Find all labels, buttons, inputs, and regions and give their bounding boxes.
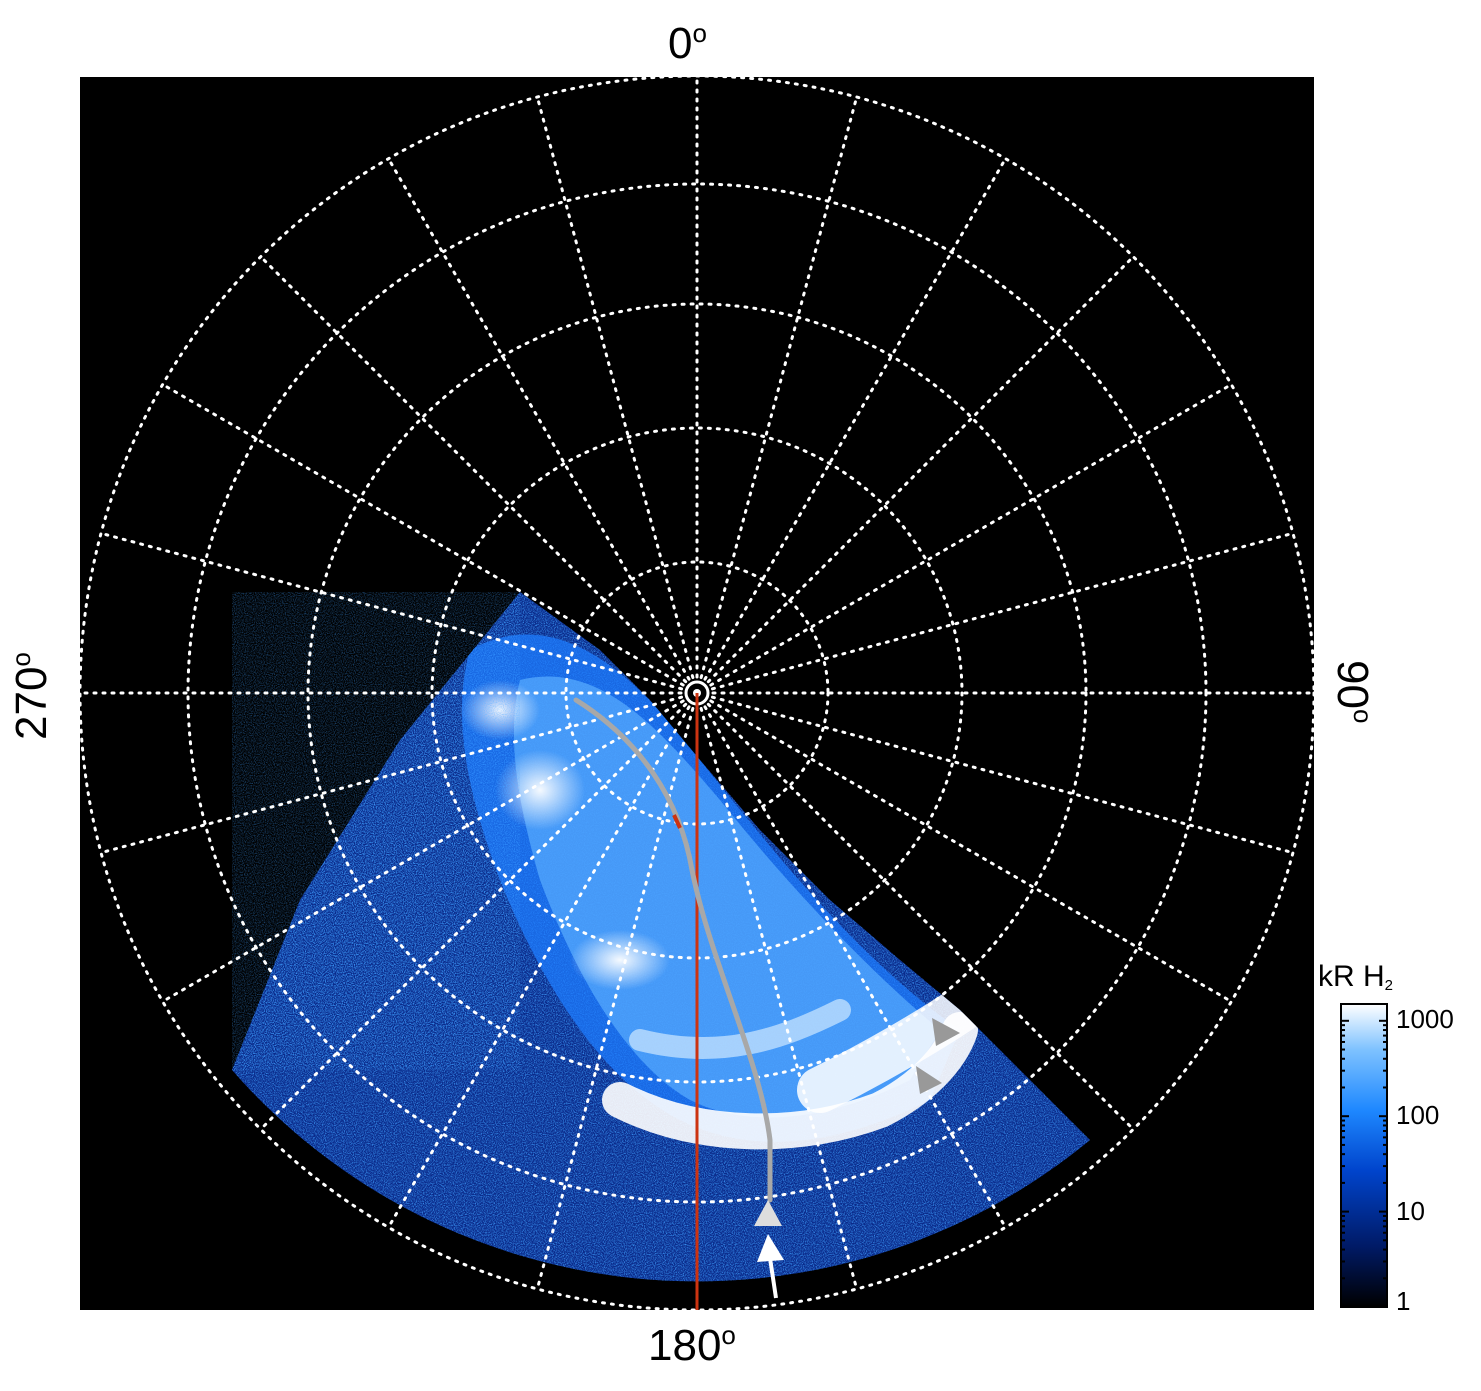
grid-spoke xyxy=(706,255,1135,684)
grid-spoke xyxy=(161,699,685,1003)
colorbar-title: kR H2 xyxy=(1318,960,1394,994)
grid-spoke xyxy=(710,695,1295,855)
footprint-track xyxy=(573,697,773,1203)
axis-label-180: 180o xyxy=(648,1320,736,1370)
grid-spoke xyxy=(99,531,684,691)
grid-spoke xyxy=(706,702,1135,1131)
grid-spoke xyxy=(387,705,691,1229)
grid-spoke xyxy=(709,699,1233,1003)
arrow-white xyxy=(757,1234,784,1299)
track-red-segment xyxy=(672,814,682,829)
axis-label-0: 0o xyxy=(668,18,707,68)
axis-label-90: 90o xyxy=(1328,660,1378,724)
grid-spoke xyxy=(259,702,688,1131)
grid-spoke xyxy=(703,705,1007,1229)
colorbar-tick-label: 10 xyxy=(1396,1196,1425,1226)
colorbar-tick-label: 1000 xyxy=(1396,1004,1454,1034)
colorbar-tick-label: 100 xyxy=(1396,1100,1440,1130)
grid-spoke xyxy=(699,95,859,680)
axis-label-270: 270o xyxy=(6,652,56,740)
grid-spoke xyxy=(99,695,684,855)
colorbar-gradient xyxy=(1340,1003,1388,1308)
colorbar-tick-marks xyxy=(1341,1019,1387,1308)
grid-spokes xyxy=(80,77,1314,1310)
grid-spoke xyxy=(710,531,1295,691)
grid-spoke xyxy=(161,383,685,687)
grid-spoke xyxy=(535,706,695,1291)
grid-ring xyxy=(186,182,1208,1204)
grid-spoke xyxy=(703,157,1007,681)
direction-arrows xyxy=(754,1018,960,1299)
grid-spoke xyxy=(709,383,1233,687)
grid-spoke xyxy=(535,95,695,680)
arrow-light xyxy=(754,1200,782,1226)
colorbar-tick-label: 1 xyxy=(1396,1286,1411,1316)
grid-spoke xyxy=(387,157,691,681)
arrow-grey-lower xyxy=(916,1066,942,1094)
grid-spoke xyxy=(699,706,859,1291)
colorbar xyxy=(1340,1003,1388,1308)
arrow-grey-upper xyxy=(932,1018,960,1046)
grid-spoke xyxy=(259,255,688,684)
